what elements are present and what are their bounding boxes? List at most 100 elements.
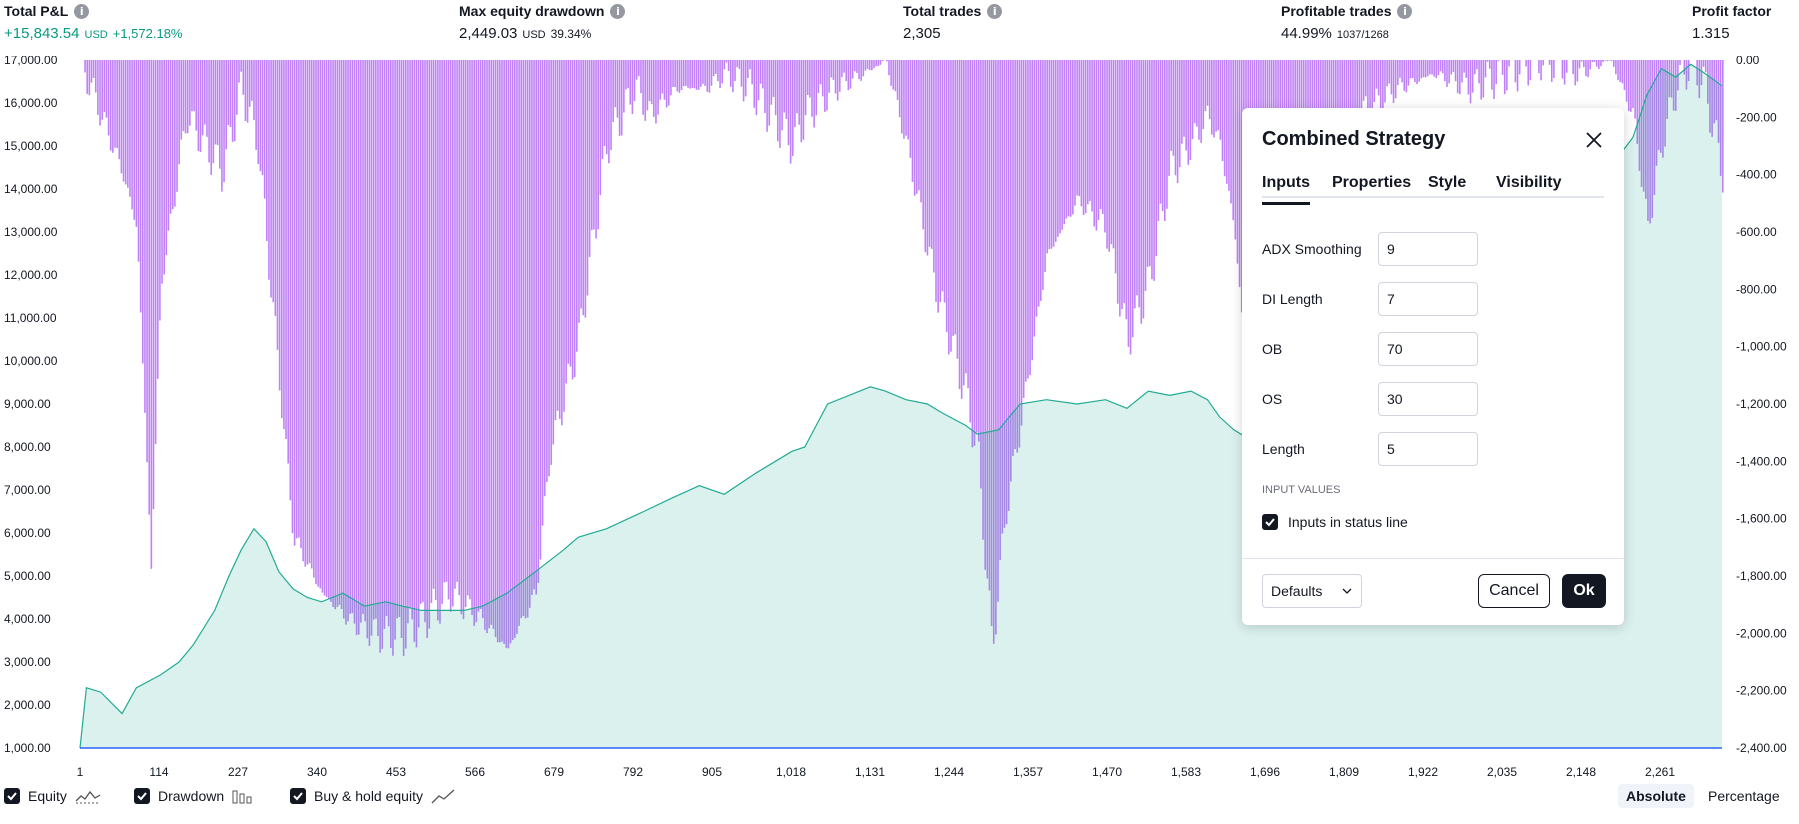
drawdown-bar	[379, 60, 381, 653]
drawdown-bar	[1082, 60, 1085, 216]
drawdown-bar	[1127, 60, 1130, 347]
stat-label: Profit factor	[1692, 3, 1772, 19]
absolute-toggle[interactable]: Absolute	[1618, 784, 1694, 808]
drawdown-bar	[428, 60, 431, 629]
drawdown-bar	[118, 60, 121, 160]
drawdown-bar	[218, 60, 221, 169]
drawdown-bar	[473, 60, 475, 626]
drawdown-bar	[308, 60, 311, 564]
drawdown-bar	[697, 60, 700, 90]
cancel-button[interactable]: Cancel	[1478, 574, 1550, 608]
drawdown-bar	[186, 60, 189, 134]
drawdown-bar	[796, 60, 798, 114]
legend-bar: Equity Drawdown Buy & hold equity Absolu…	[0, 784, 1799, 812]
drawdown-bar	[129, 60, 131, 197]
checkbox-checked-icon[interactable]	[4, 788, 20, 804]
ob-input[interactable]	[1378, 332, 1478, 366]
tab-inputs[interactable]: Inputs	[1262, 174, 1310, 205]
tab-properties[interactable]: Properties	[1332, 174, 1412, 191]
drawdown-bar	[918, 60, 920, 191]
drawdown-bar	[1700, 60, 1703, 86]
length-input[interactable]	[1378, 432, 1478, 466]
drawdown-bar	[1574, 60, 1577, 86]
drawdown-bar	[396, 60, 399, 619]
drawdown-bar	[652, 60, 655, 117]
drawdown-bar	[1172, 60, 1175, 156]
drawdown-bar	[244, 60, 247, 121]
x-tick-label: 2,261	[1645, 765, 1675, 779]
drawdown-bar	[1042, 60, 1044, 291]
drawdown-bar	[928, 60, 931, 247]
defaults-dropdown[interactable]: Defaults	[1262, 574, 1362, 608]
info-icon[interactable]: i	[610, 3, 626, 19]
drawdown-bar	[742, 60, 745, 102]
adx-smoothing-input[interactable]	[1378, 232, 1478, 266]
os-input[interactable]	[1378, 382, 1478, 416]
drawdown-bar	[1473, 60, 1476, 75]
drawdown-bar	[1010, 60, 1012, 482]
field-label: OS	[1262, 391, 1283, 407]
drawdown-bar	[1497, 60, 1500, 62]
drawdown-bar	[881, 60, 884, 62]
drawdown-bar	[614, 60, 617, 108]
drawdown-bar	[325, 60, 328, 598]
drawdown-bar	[1123, 60, 1125, 304]
drawdown-bar	[1600, 60, 1602, 67]
equity-toggle[interactable]: Equity	[4, 788, 101, 804]
drawdown-toggle[interactable]: Drawdown	[134, 788, 254, 804]
drawdown-bar	[603, 60, 606, 147]
drawdown-bar	[479, 60, 482, 609]
checkbox-checked-icon[interactable]	[290, 788, 306, 804]
drawdown-bar	[415, 60, 418, 648]
drawdown-bar	[732, 60, 734, 93]
tab-visibility[interactable]: Visibility	[1496, 174, 1562, 191]
checkbox-checked-icon[interactable]	[1262, 514, 1278, 530]
drawdown-bar	[270, 60, 272, 298]
drawdown-bar	[779, 60, 781, 148]
drawdown-bar	[238, 60, 240, 83]
drawdown-bar	[409, 60, 411, 609]
info-icon[interactable]: i	[987, 3, 1003, 19]
drawdown-bar	[122, 60, 125, 182]
drawdown-bar	[800, 60, 803, 143]
drawdown-bar	[1069, 60, 1072, 217]
drawdown-bar	[815, 60, 818, 116]
drawdown-bar	[1003, 60, 1006, 528]
drawdown-bar	[1189, 60, 1192, 160]
drawdown-bar	[785, 60, 788, 119]
drawdown-bar	[1016, 60, 1019, 453]
drawdown-bar	[937, 60, 939, 313]
x-tick-label: 1,131	[855, 765, 885, 779]
drawdown-bar	[558, 60, 561, 419]
drawdown-bar	[1484, 60, 1487, 78]
drawdown-bar	[161, 60, 163, 284]
drawdown-bar	[1193, 60, 1196, 124]
drawdown-bar	[494, 60, 497, 638]
drawdown-bar	[1713, 60, 1716, 124]
y-left-tick-label: 11,000.00	[4, 311, 57, 325]
ok-button[interactable]: Ok	[1562, 574, 1606, 608]
drawdown-bar	[1027, 60, 1029, 379]
drawdown-bar	[464, 60, 467, 608]
drawdown-bar	[1409, 60, 1412, 79]
drawdown-bar	[535, 60, 537, 595]
di-length-input[interactable]	[1378, 282, 1478, 316]
tab-style[interactable]: Style	[1428, 174, 1467, 191]
drawdown-bar	[302, 60, 304, 562]
drawdown-bar	[471, 60, 473, 616]
drawdown-bar	[1707, 60, 1709, 104]
stat-unit: USD	[522, 29, 546, 41]
info-icon[interactable]: i	[1397, 3, 1413, 19]
x-tick-label: 340	[307, 765, 327, 779]
inputs-in-status-line[interactable]: Inputs in status line	[1262, 514, 1408, 530]
drawdown-bar	[503, 60, 505, 644]
drawdown-bar	[862, 60, 865, 77]
percentage-toggle[interactable]: Percentage	[1708, 788, 1780, 804]
buyhold-toggle[interactable]: Buy & hold equity	[290, 788, 455, 804]
info-icon[interactable]: i	[74, 3, 90, 19]
close-icon[interactable]	[1582, 128, 1606, 152]
checkbox-checked-icon[interactable]	[134, 788, 150, 804]
drawdown-bar	[1696, 60, 1698, 86]
drawdown-bar	[313, 60, 315, 578]
drawdown-bar	[1576, 60, 1579, 82]
